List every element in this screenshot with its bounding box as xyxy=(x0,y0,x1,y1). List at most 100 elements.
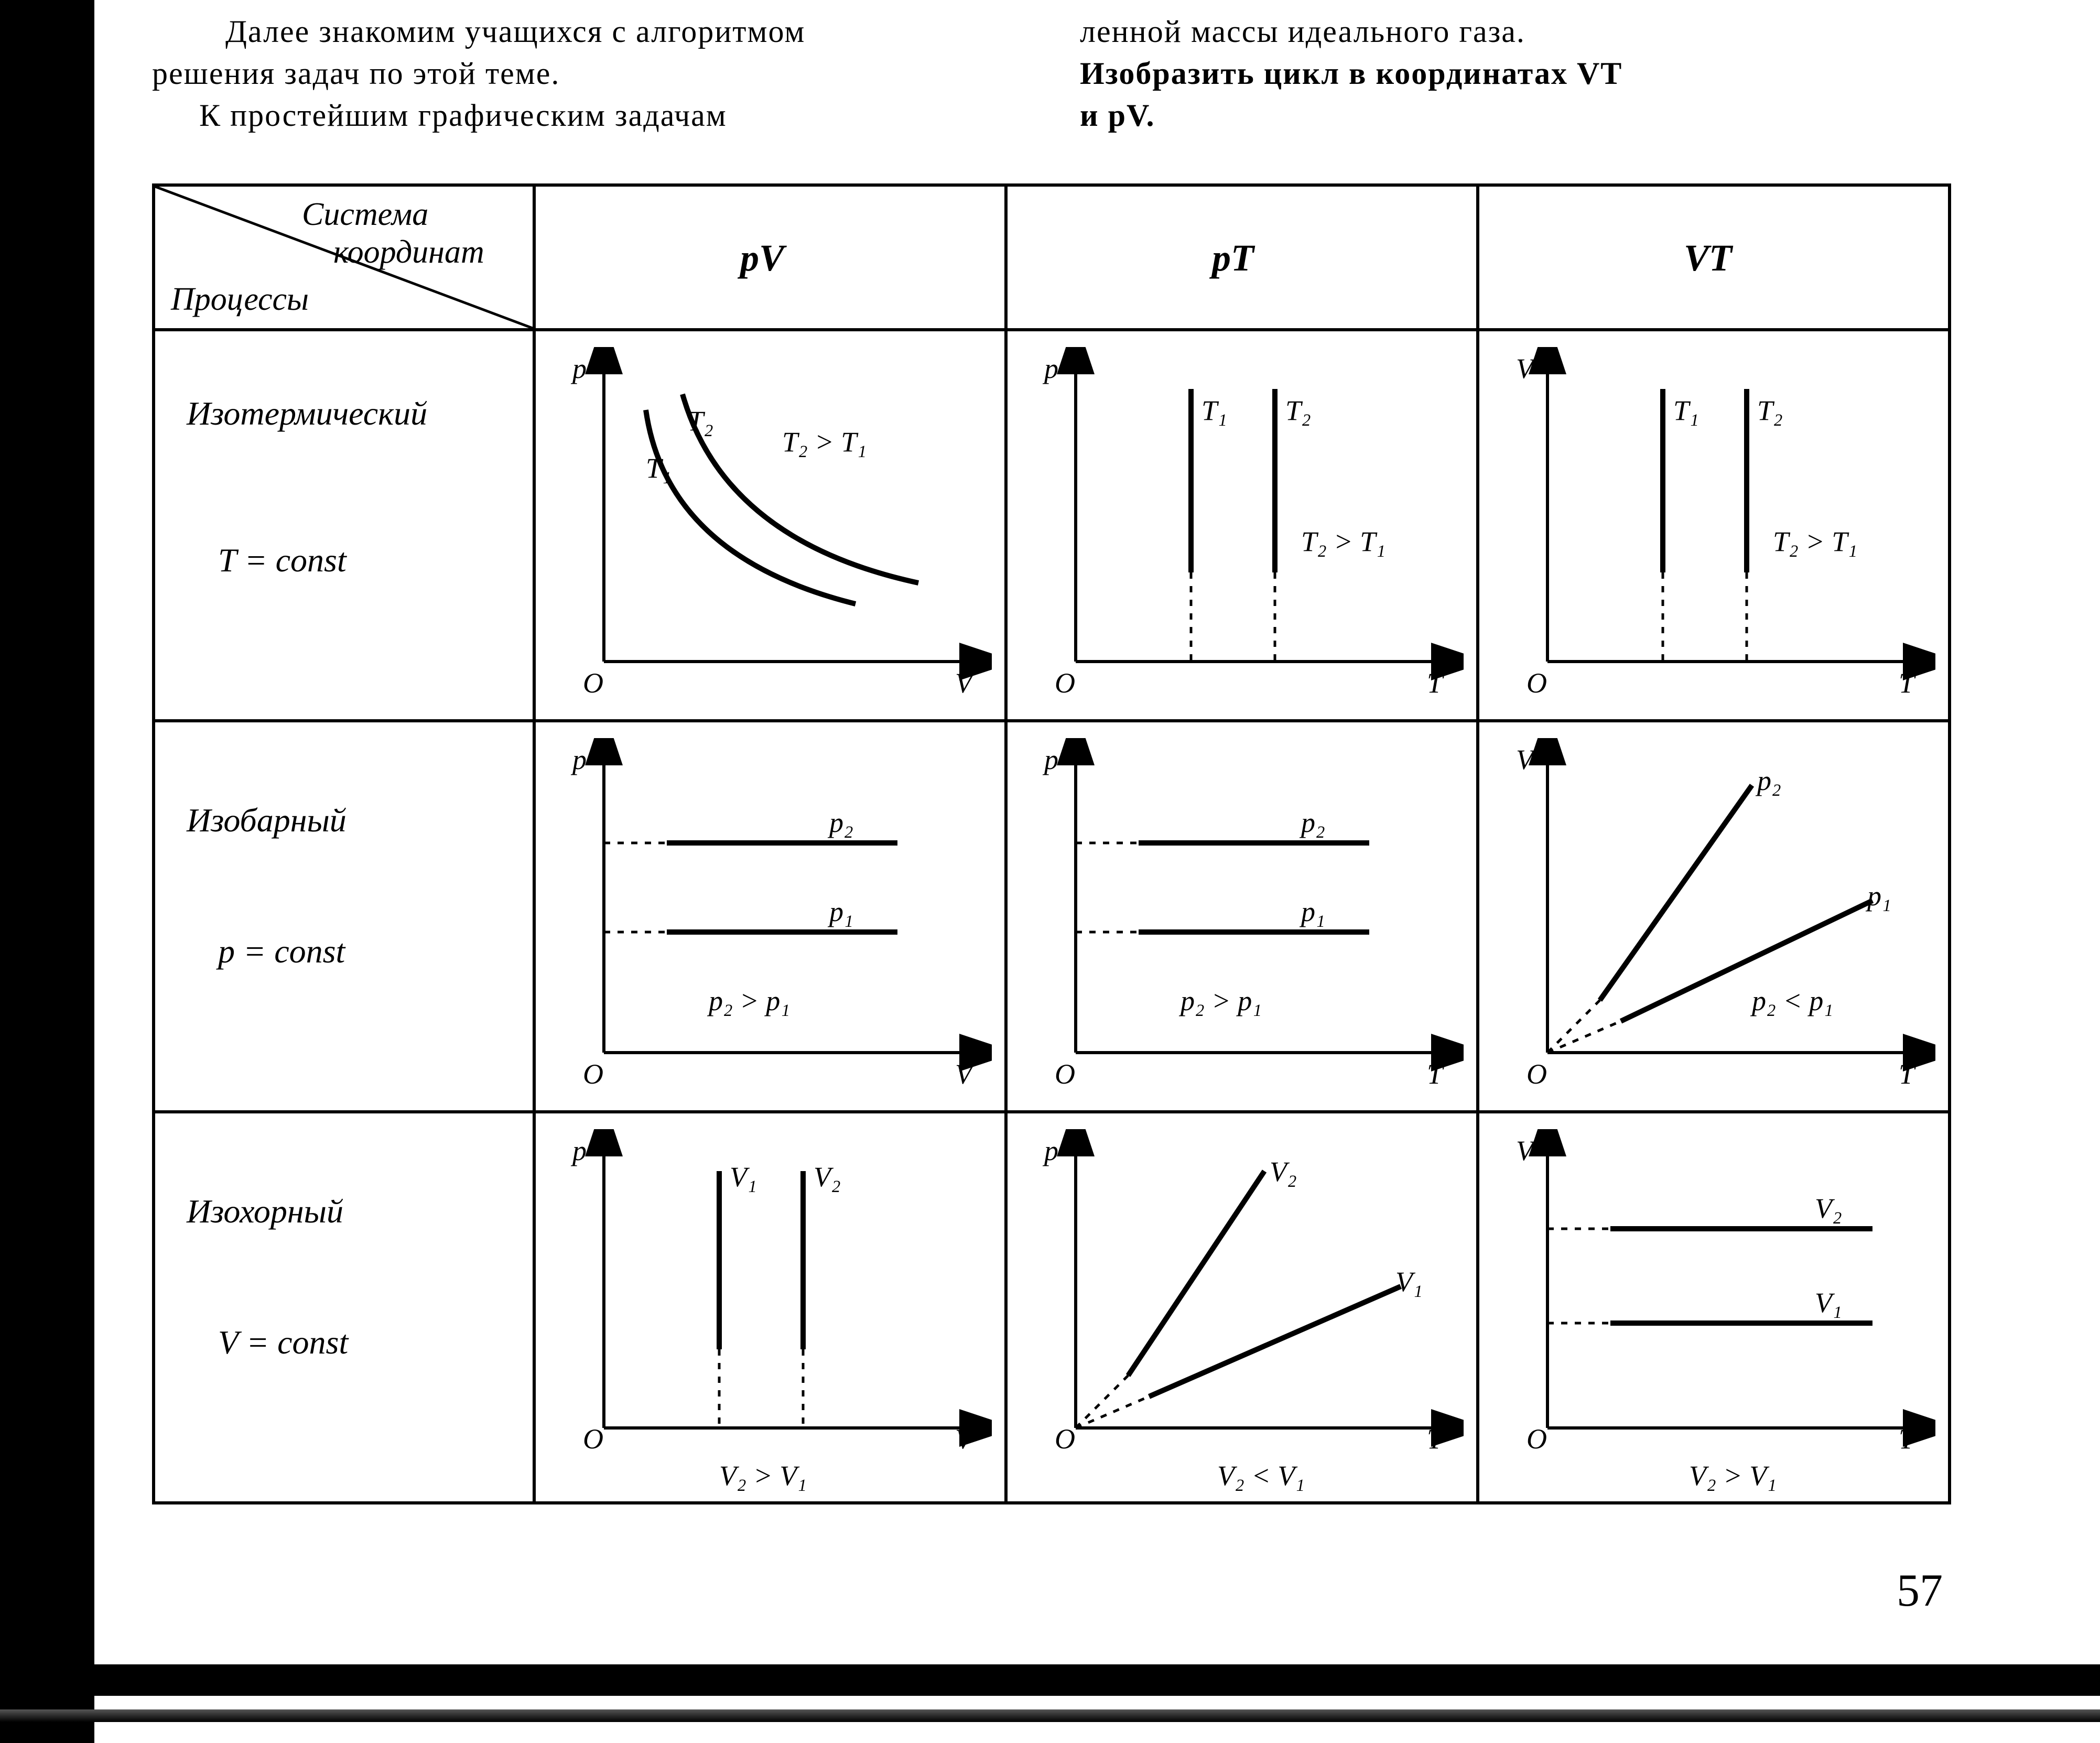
cell-iso-pt: p T O T₁ T₂ T₂ > T₁ xyxy=(1004,331,1476,719)
steep-bar-vt: p₂ xyxy=(1757,764,1781,797)
ylab-bar-pt: p xyxy=(1044,743,1058,776)
corner-label-bottom: Процессы xyxy=(171,281,309,318)
page-number: 57 xyxy=(1897,1564,1943,1617)
lower-bar-pt: p₁ xyxy=(1301,895,1325,928)
rel-iso-pv: T₂ > T₁ xyxy=(782,426,867,458)
proc-cell-isochoric: Изохорный V = const xyxy=(155,1113,533,1501)
proc-name-isobaric: Изобарный xyxy=(187,801,347,840)
upper-chor-vt: V₂ xyxy=(1815,1192,1842,1225)
shallow-bar-vt: p₁ xyxy=(1867,880,1891,912)
upper-bar-pv: p₂ xyxy=(829,806,853,839)
scan-bottom-shadow xyxy=(0,1709,2100,1722)
rel-iso-vt: T₂ > T₁ xyxy=(1773,525,1857,558)
intro-right-2: Изобразить цикл в координатах VT xyxy=(1080,52,1971,95)
origin-chor-pv: O xyxy=(583,1423,603,1455)
cell-bar-pt: p T O p₂ p₁ p₂ > p₁ xyxy=(1004,722,1476,1110)
xlab-chor-pv: V xyxy=(955,1423,972,1455)
origin-iso-pv: O xyxy=(583,667,603,699)
row-isothermal: Изотермический T = const xyxy=(155,328,1948,719)
intro-left-1: Далее знакомим учащихся с алгоритмом xyxy=(225,10,1117,53)
rel-iso-pt: T₂ > T₁ xyxy=(1301,525,1385,558)
process-table: Система координат Процессы pV pT VT Изот… xyxy=(152,183,1951,1504)
ylab-bar-vt: V xyxy=(1516,743,1533,776)
proc-eq-isochoric: V = const xyxy=(218,1323,348,1362)
row-isochoric: Изохорный V = const p V O V₁ V₂ V₂ > V xyxy=(155,1110,1948,1501)
lower-chor-vt: V₁ xyxy=(1815,1286,1842,1319)
steep-chor-pt: V₂ xyxy=(1270,1155,1297,1188)
header-pt: pT xyxy=(1004,187,1476,328)
curve1-iso-pv: T₁ xyxy=(646,452,672,484)
upper-bar-pt: p₂ xyxy=(1301,806,1325,839)
cell-chor-pt: p T O V₂ V₁ V₂ < V₁ xyxy=(1004,1113,1476,1501)
header-vt: VT xyxy=(1476,187,1948,328)
rel-bar-pv: p₂ > p₁ xyxy=(709,984,790,1017)
proc-name-isothermal: Изотермический xyxy=(187,394,427,433)
origin-bar-pt: O xyxy=(1055,1058,1075,1090)
xlab-chor-pt: T xyxy=(1427,1423,1443,1455)
xlab-iso-pt: T xyxy=(1427,667,1443,699)
graph-iso-pv xyxy=(562,347,992,714)
shallow-chor-pt: V₁ xyxy=(1395,1265,1423,1298)
graph-iso-pt xyxy=(1034,347,1464,714)
graph-chor-pt xyxy=(1034,1129,1464,1496)
cell-iso-vt: V T O T₁ T₂ T₂ > T₁ xyxy=(1476,331,1948,719)
proc-cell-isothermal: Изотермический T = const xyxy=(155,331,533,719)
corner-label-mid: координат xyxy=(333,234,484,271)
lower-bar-pv: p₁ xyxy=(829,895,853,928)
proc-cell-isobaric: Изобарный p = const xyxy=(155,722,533,1110)
cell-chor-pv: p V O V₁ V₂ V₂ > V₁ xyxy=(533,1113,1004,1501)
corner-label-top: Система xyxy=(302,196,428,233)
xlab-iso-vt: T xyxy=(1899,667,1914,699)
origin-bar-vt: O xyxy=(1527,1058,1547,1090)
rel-chor-pt: V₂ < V₁ xyxy=(1217,1459,1305,1492)
ylab-iso-vt: V xyxy=(1516,352,1533,385)
rel-chor-vt: V₂ > V₁ xyxy=(1689,1459,1777,1492)
origin-chor-vt: O xyxy=(1527,1423,1547,1455)
row-isobaric: Изобарный p = const p V O p₂ p₁ p₂ > p xyxy=(155,719,1948,1110)
graph-bar-pv xyxy=(562,738,992,1105)
intro-right-1: ленной массы идеального газа. xyxy=(1080,10,1971,53)
graph-bar-pt xyxy=(1034,738,1464,1105)
intro-left-2: решения задач по этой теме. xyxy=(152,52,1043,95)
xlab-bar-pt: T xyxy=(1427,1058,1443,1090)
rel-bar-pt: p₂ > p₁ xyxy=(1181,984,1262,1017)
xlab-bar-vt: T xyxy=(1899,1058,1914,1090)
origin-iso-vt: O xyxy=(1527,667,1547,699)
xlab-iso-pv: V xyxy=(955,667,972,699)
rel-bar-vt: p₂ < p₁ xyxy=(1752,984,1833,1017)
ylab-chor-pt: p xyxy=(1044,1134,1058,1167)
header-pt-label: pT xyxy=(1212,236,1254,280)
line1-chor-pv: V₁ xyxy=(730,1161,757,1193)
xlab-chor-vt: T xyxy=(1899,1423,1914,1455)
graph-chor-pv xyxy=(562,1129,992,1496)
origin-iso-pt: O xyxy=(1055,667,1075,699)
cell-iso-pv: p V O T₁ T₂ T₂ > T₁ xyxy=(533,331,1004,719)
table-header-row: Система координат Процессы pV pT VT xyxy=(155,187,1948,328)
scan-left-bar xyxy=(0,0,94,1743)
intro-left-3: К простейшим графическим задачам xyxy=(199,94,1090,137)
origin-bar-pv: O xyxy=(583,1058,603,1090)
rel-chor-pv: V₂ > V₁ xyxy=(719,1459,807,1492)
line2-chor-pv: V₂ xyxy=(814,1161,841,1193)
header-pv-label: pV xyxy=(740,236,784,280)
scan-bottom-bar xyxy=(0,1664,2100,1696)
header-corner-cell: Система координат Процессы xyxy=(155,187,533,328)
ylab-chor-vt: V xyxy=(1516,1134,1533,1167)
line2-iso-vt: T₂ xyxy=(1757,394,1783,427)
intro-right-3: и pV. xyxy=(1080,94,1971,137)
proc-eq-isothermal: T = const xyxy=(218,541,347,580)
ylab-chor-pv: p xyxy=(572,1134,587,1167)
graph-iso-vt xyxy=(1506,347,1935,714)
proc-name-isochoric: Изохорный xyxy=(187,1192,343,1231)
graph-bar-vt xyxy=(1506,738,1935,1105)
line1-iso-pt: T₁ xyxy=(1201,394,1227,427)
header-vt-label: VT xyxy=(1684,236,1732,280)
ylab-iso-pt: p xyxy=(1044,352,1058,385)
xlab-bar-pv: V xyxy=(955,1058,972,1090)
curve2-iso-pv: T₂ xyxy=(688,405,713,437)
graph-chor-vt xyxy=(1506,1129,1935,1496)
proc-eq-isobaric: p = const xyxy=(218,932,345,971)
cell-chor-vt: V T O V₂ V₁ V₂ > V₁ xyxy=(1476,1113,1948,1501)
page: Далее знакомим учащихся с алгоритмом реш… xyxy=(0,0,2100,1743)
cell-bar-vt: V T O p₂ p₁ p₂ < p₁ xyxy=(1476,722,1948,1110)
